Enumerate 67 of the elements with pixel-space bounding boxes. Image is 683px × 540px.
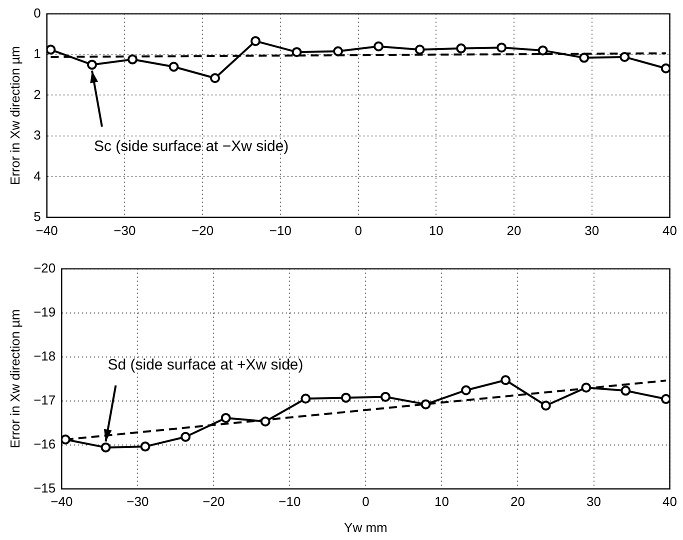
x-tick-label: −10 bbox=[269, 222, 292, 238]
x-tick-label: 40 bbox=[662, 494, 678, 510]
x-tick-label: 20 bbox=[510, 494, 525, 510]
point bbox=[340, 392, 351, 403]
y-axis-title: Error in Xw direction µm bbox=[7, 309, 22, 448]
y-tick-label: −15 bbox=[34, 480, 56, 496]
point bbox=[500, 375, 511, 386]
y-tick-label: 1 bbox=[34, 46, 41, 62]
x-tick-label: −40 bbox=[36, 222, 58, 238]
point bbox=[250, 36, 261, 46]
y-tick-label: 3 bbox=[34, 128, 41, 143]
x-tick-label: 30 bbox=[584, 222, 600, 238]
point bbox=[127, 54, 138, 64]
point bbox=[300, 394, 311, 404]
x-tick-label: −20 bbox=[192, 222, 214, 238]
y-tick-label: 5 bbox=[34, 208, 41, 224]
x-tick-label: −40 bbox=[50, 494, 73, 510]
point bbox=[420, 399, 431, 410]
point bbox=[380, 392, 390, 402]
y-tick-label: 0 bbox=[34, 5, 41, 20]
point bbox=[180, 432, 191, 442]
point bbox=[46, 44, 56, 55]
x-tick-label: −10 bbox=[278, 494, 301, 510]
point bbox=[620, 52, 630, 62]
x-tick-label: 30 bbox=[586, 494, 601, 510]
point bbox=[660, 394, 670, 404]
point bbox=[260, 416, 270, 426]
point bbox=[660, 63, 670, 74]
x-tick-label: 10 bbox=[428, 222, 444, 238]
x-tick-label: 0 bbox=[362, 494, 370, 510]
annotation: Sc (side surface at −Xw side) bbox=[94, 138, 289, 155]
point bbox=[579, 52, 590, 63]
point bbox=[414, 44, 425, 55]
point bbox=[538, 45, 548, 56]
x-tick-label: 20 bbox=[506, 222, 522, 238]
y-tick-label: −16 bbox=[34, 436, 56, 452]
y-tick-label: 2 bbox=[34, 86, 41, 102]
y-axis-title: Error in Xw direction µm bbox=[7, 46, 22, 186]
point bbox=[100, 442, 111, 452]
point bbox=[620, 386, 631, 396]
x-axis-title: Yw mm bbox=[344, 520, 388, 535]
point bbox=[581, 382, 592, 393]
point bbox=[86, 60, 97, 70]
x-tick-label: 10 bbox=[434, 494, 449, 510]
point bbox=[456, 43, 466, 54]
x-tick-label: −30 bbox=[126, 494, 149, 510]
point bbox=[496, 42, 507, 53]
point bbox=[333, 46, 344, 56]
x-tick-label: 40 bbox=[662, 222, 678, 238]
point bbox=[461, 385, 472, 396]
x-tick-label: −30 bbox=[114, 222, 136, 238]
y-tick-label: 4 bbox=[34, 168, 41, 184]
point bbox=[292, 47, 302, 58]
point bbox=[540, 400, 551, 411]
point bbox=[220, 412, 231, 423]
point bbox=[168, 62, 179, 72]
y-tick-label: −18 bbox=[34, 348, 56, 364]
x-tick-label: −20 bbox=[202, 494, 225, 510]
y-tick-label: −20 bbox=[34, 260, 56, 276]
x-tick-label: 0 bbox=[354, 222, 362, 238]
point bbox=[62, 434, 70, 445]
y-tick-label: −17 bbox=[34, 392, 56, 408]
point bbox=[210, 73, 220, 84]
point bbox=[140, 442, 150, 452]
point bbox=[374, 41, 384, 52]
y-tick-label: −19 bbox=[34, 304, 56, 320]
annotation: Sd (side surface at +Xw side) bbox=[108, 356, 304, 374]
